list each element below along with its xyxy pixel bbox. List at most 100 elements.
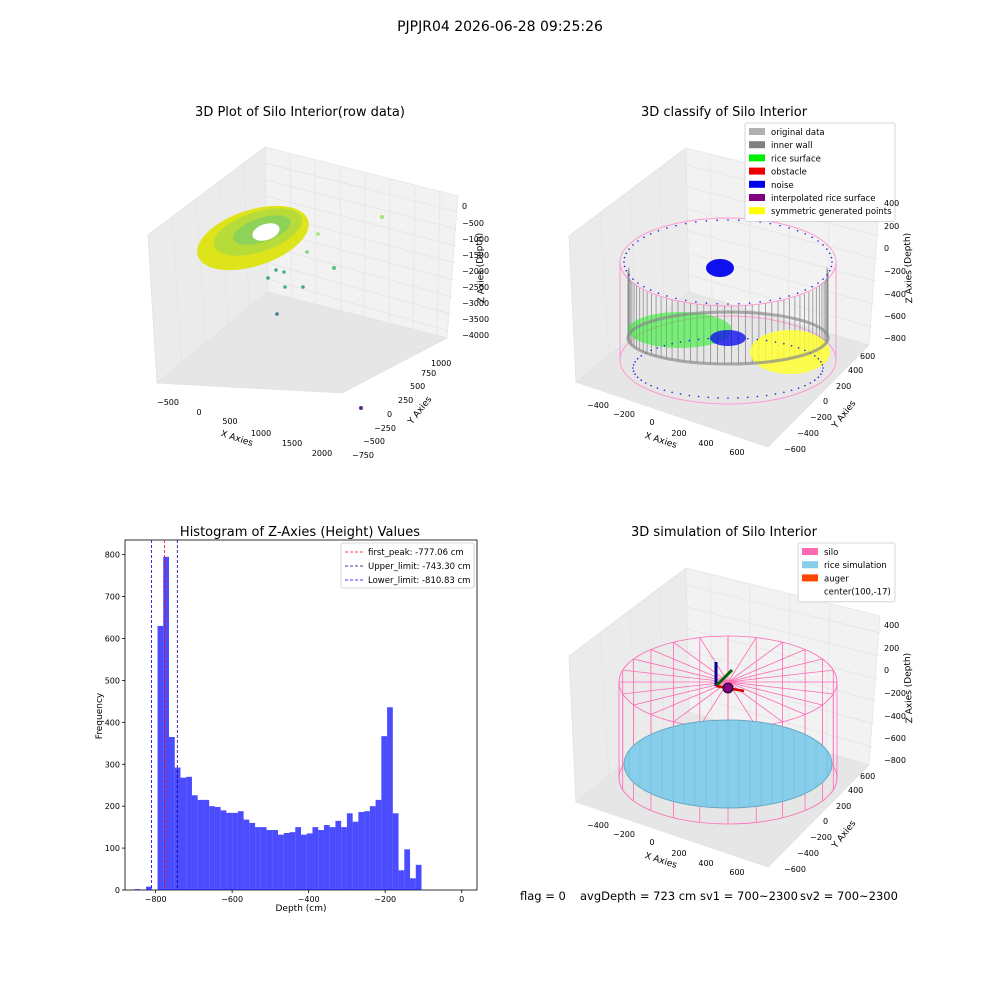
silo-spoke-line: [673, 681, 729, 723]
classify-symmetric-points: [750, 330, 830, 374]
noise-dot: [813, 379, 816, 382]
raw-axes-panes: [147, 146, 459, 394]
noise-dot: [796, 292, 799, 295]
silo-spoke-line: [622, 669, 729, 683]
status-line: flag = 0 avgDepth = 723 cm sv1 = 700~230…: [520, 889, 898, 903]
noise-dot: [717, 397, 719, 399]
noise-dot: [697, 395, 700, 398]
classify-inner-wall-base: [626, 310, 830, 366]
noise-dot: [632, 367, 634, 369]
noise-dot: [822, 367, 824, 369]
noise-dot: [756, 338, 759, 341]
classify-ticks-label: −600: [784, 445, 806, 454]
noise-dot: [822, 244, 824, 246]
histogram-bar: [404, 849, 411, 890]
raw-ticks-label: 500: [222, 417, 237, 426]
noise-dot: [769, 299, 772, 302]
noise-dot: [828, 252, 831, 255]
noise-dot: [779, 297, 781, 300]
histogram-bar: [197, 799, 204, 890]
noise-dot: [636, 376, 639, 379]
simulation-legend-label: rice simulation: [824, 561, 887, 571]
simulation-silo-wireframe: [618, 635, 838, 825]
histogram-bar: [329, 827, 336, 890]
noise-dot: [727, 303, 729, 305]
histogram-bar: [341, 827, 347, 890]
noise-dot: [716, 302, 718, 305]
noise-dot: [688, 339, 691, 342]
noise-dot: [671, 391, 673, 394]
noise-dot: [649, 233, 652, 235]
noise-dot: [623, 256, 626, 259]
histogram-vlines: [151, 540, 178, 890]
noise-dot: [625, 269, 628, 272]
classify-zlabel: Z Axies (Depth): [903, 233, 915, 304]
histogram-bar: [249, 822, 256, 890]
histogram-bar: [283, 832, 290, 890]
noise-dot: [817, 282, 819, 284]
histogram-bar: [255, 827, 261, 890]
classify-ticks-label: −800: [884, 334, 906, 343]
raw-ticks-label: −2000: [462, 267, 489, 276]
noise-dot: [628, 248, 630, 250]
noise-dot: [759, 301, 761, 303]
simulation-ticks-label: −400: [884, 712, 906, 721]
noise-dot: [817, 357, 820, 360]
histogram-bar: [157, 625, 164, 890]
panel-classify-3d: 3D classify of Silo Interior: [568, 105, 915, 457]
noise-dot: [705, 302, 708, 304]
noise-dot: [746, 337, 749, 340]
noise-dot: [820, 360, 822, 363]
classify-ticks-label: −600: [884, 312, 906, 321]
silo-spoke-line: [727, 649, 806, 683]
classify-legend-label: obstacle: [771, 168, 807, 178]
histogram-bar: [295, 827, 301, 890]
classify-legend-label: symmetric generated points: [771, 207, 892, 217]
raw-ticks-label: 0: [387, 410, 392, 419]
simulation-ticks-label: 600: [729, 868, 744, 877]
noise-dot: [788, 227, 790, 229]
raw-ticks-label: −4000: [462, 331, 489, 340]
noise-dot: [625, 252, 628, 255]
raw-floor-pane: [156, 291, 448, 394]
simulation-auger: [714, 662, 745, 694]
classify-legend-box: [744, 122, 896, 222]
silo-spoke-line: [673, 641, 729, 683]
silo-spoke-line: [727, 641, 783, 683]
raw-ticks-label: 1000: [431, 359, 451, 368]
simulation-ticks-label: 0: [823, 817, 828, 826]
raw-outlier-point: [305, 250, 309, 254]
noise-dot: [831, 261, 833, 263]
histogram-bar: [358, 812, 365, 890]
noise-dot: [796, 229, 799, 232]
histogram-xticks: −800 −600 −400 −200 0: [145, 890, 464, 904]
classify-ticks-label: −200: [884, 267, 906, 276]
simulation-ticks-label: 200: [671, 849, 686, 858]
status-avg-depth: avgDepth = 723 cm: [580, 889, 696, 903]
status-flag: flag = 0: [520, 889, 566, 903]
noise-dot: [650, 384, 652, 387]
noise-dot: [628, 274, 630, 276]
noise-dot: [774, 341, 777, 343]
noise-dot: [632, 370, 635, 372]
noise-dot: [679, 341, 682, 343]
noise-dot: [826, 274, 828, 276]
noise-dot: [774, 393, 777, 395]
noise-dot: [826, 248, 828, 250]
histogram-bar: [169, 737, 175, 890]
noise-dot: [727, 397, 729, 399]
noise-dot: [695, 301, 697, 303]
raw-title: 3D Plot of Silo Interior(row data): [195, 105, 405, 120]
histogram-bar: [410, 878, 416, 890]
raw-xlabel: X Axies: [219, 429, 254, 449]
histogram-xtick-label: −800: [145, 895, 167, 904]
histogram-legend: first_peak: -777.06 cm Upper_limit: -743.…: [340, 542, 475, 589]
histogram-ytick-label: 200: [105, 802, 120, 811]
noise-dot: [663, 344, 666, 347]
histogram-ylabel: Frequency: [95, 692, 105, 739]
noise-dot: [790, 389, 793, 392]
simulation-ticks-label: 0: [884, 666, 889, 675]
noise-dot: [716, 219, 718, 222]
simulation-ticks-label: 400: [884, 621, 899, 630]
noise-dot: [623, 261, 625, 263]
